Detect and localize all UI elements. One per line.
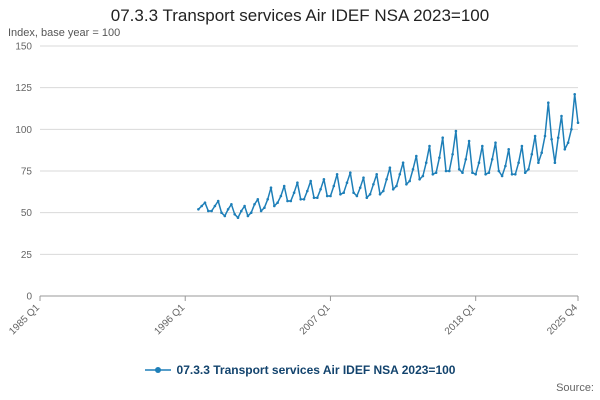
svg-text:50: 50 (21, 208, 33, 219)
svg-text:1985 Q1: 1985 Q1 (7, 302, 42, 337)
svg-text:150: 150 (15, 42, 32, 53)
chart-title: 07.3.3 Transport services Air IDEF NSA 2… (110, 6, 490, 25)
svg-text:2018 Q1: 2018 Q1 (443, 302, 478, 337)
svg-text:25: 25 (21, 250, 33, 261)
chart-subtitle: Index, base year = 100 (8, 27, 121, 39)
legend-item-transport-air[interactable]: 07.3.3 Transport services Air IDEF NSA 2… (144, 363, 456, 377)
chart-plot[interactable]: 0 25 50 75 100 125 150 1985 Q1 1996 Q1 2007 Q1 201… (0, 0, 600, 350)
legend-line-marker (144, 367, 171, 373)
legend-label: 07.3.3 Transport services Air IDEF NSA 2… (176, 363, 456, 377)
svg-text:1996 Q1: 1996 Q1 (152, 302, 187, 337)
svg-text:2007 Q1: 2007 Q1 (298, 302, 333, 337)
svg-text:75: 75 (21, 167, 33, 178)
svg-text:2025 Q4: 2025 Q4 (545, 302, 580, 337)
source-label: Source: (556, 382, 594, 394)
legend: 07.3.3 Transport services Air IDEF NSA 2… (0, 362, 600, 380)
svg-text:125: 125 (15, 83, 32, 94)
svg-text:100: 100 (15, 125, 32, 136)
svg-text:0: 0 (26, 292, 32, 303)
